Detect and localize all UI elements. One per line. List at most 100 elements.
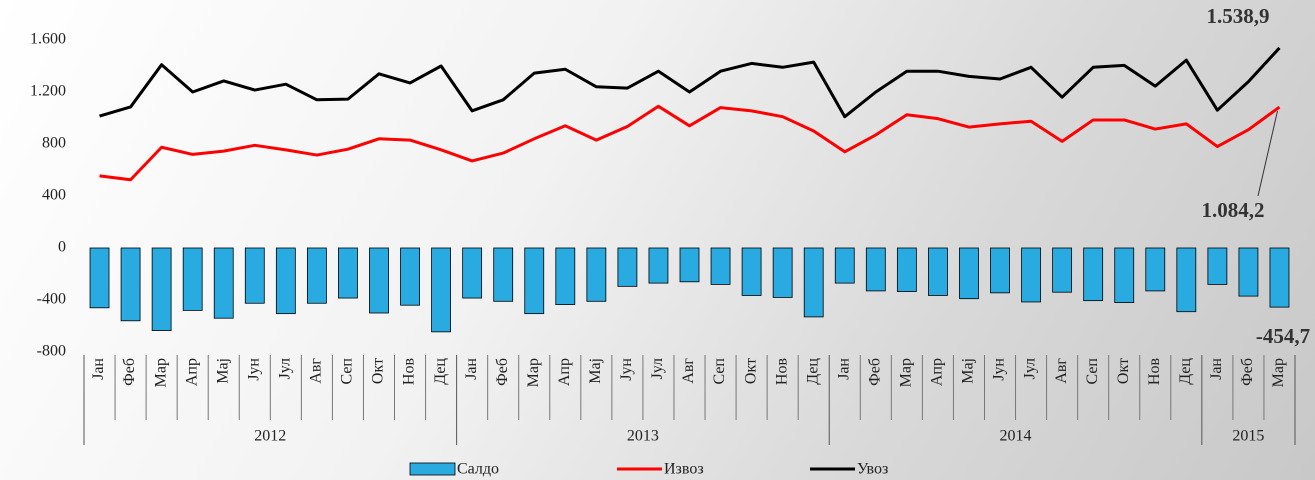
bar	[152, 248, 171, 331]
bar	[587, 248, 606, 301]
bar	[959, 248, 978, 299]
x-tick-label: Мар	[525, 358, 542, 387]
x-tick-label-holder: Сеп	[1084, 358, 1101, 385]
x-tick-label: Нов	[1146, 358, 1163, 386]
x-tick-label: Феб	[1239, 358, 1256, 386]
bar	[742, 248, 761, 295]
x-tick-label-holder: Јун	[991, 358, 1008, 381]
x-tick-label-holder: Сеп	[339, 358, 356, 385]
bar	[991, 248, 1010, 293]
x-tick-label-holder: Мар	[525, 358, 542, 387]
x-tick-label: Авг	[308, 358, 325, 384]
bar	[183, 248, 202, 310]
y-tick-label: -800	[37, 343, 66, 360]
x-tick-label: Феб	[866, 358, 883, 386]
x-tick-label: Апр	[183, 358, 200, 386]
x-tick-label: Дец	[804, 358, 821, 385]
bar	[897, 248, 916, 292]
bar	[401, 248, 420, 305]
bar	[1146, 248, 1165, 291]
x-tick-label-holder: Феб	[866, 358, 883, 386]
x-tick-label-holder: Јул	[649, 358, 666, 380]
bar	[556, 248, 575, 305]
x-tick-label: Дец	[1177, 358, 1194, 385]
bar	[307, 248, 326, 303]
x-tick-label: Јан	[90, 358, 107, 380]
x-tick-label-holder: Јан	[90, 358, 107, 380]
bar	[649, 248, 668, 283]
bar	[121, 248, 140, 321]
bar	[1115, 248, 1134, 303]
x-tick-label-holder: Мар	[898, 358, 915, 387]
y-tick-label: 800	[42, 135, 66, 152]
bar	[276, 248, 295, 314]
x-tick-label-holder: Мај	[214, 358, 231, 384]
x-tick-label-holder: Апр	[183, 358, 200, 386]
x-tick-label: Јул	[1022, 358, 1039, 380]
legend-label: Салдо	[457, 461, 499, 478]
y-tick-label: 0	[58, 239, 66, 256]
x-tick-label: Нов	[773, 358, 790, 386]
bar	[369, 248, 388, 313]
bar	[804, 248, 823, 317]
group-label: 2015	[1232, 428, 1264, 445]
y-tick-label: -400	[37, 291, 66, 308]
x-tick-label-holder: Јул	[277, 358, 294, 380]
line	[100, 48, 1280, 117]
x-tick-label: Јан	[463, 358, 480, 380]
x-tick-label-holder: Мај	[587, 358, 604, 384]
bar	[338, 248, 357, 298]
x-tick-label: Јун	[991, 358, 1008, 381]
x-tick-label-holder: Мар	[152, 358, 169, 387]
x-tick-label: Мај	[587, 358, 604, 384]
x-tick-label: Јан	[1208, 358, 1225, 380]
x-tick-label-holder: Феб	[121, 358, 138, 386]
bar	[618, 248, 637, 286]
x-tick-label-holder: Јун	[618, 358, 635, 381]
bar	[463, 248, 482, 298]
value-label: 1.084,2	[1202, 198, 1265, 222]
x-tick-label: Јул	[649, 358, 666, 380]
bar	[1053, 248, 1072, 292]
x-tick-label: Мај	[214, 358, 231, 384]
bar	[214, 248, 233, 318]
legend-label: Увоз	[857, 461, 888, 478]
x-tick-label: Авг	[1053, 358, 1070, 384]
bar	[1239, 248, 1258, 296]
x-tick-label: Јун	[245, 358, 262, 381]
x-tick-label-holder: Мај	[960, 358, 977, 384]
x-tick-label: Сеп	[1084, 358, 1101, 385]
x-tick-label: Окт	[370, 358, 387, 384]
x-tick-label-holder: Јан	[463, 358, 480, 380]
bar	[711, 248, 730, 284]
x-tick-label-holder: Јул	[1022, 358, 1039, 380]
x-tick-label: Окт	[1115, 358, 1132, 384]
x-tick-label-holder: Окт	[742, 358, 759, 384]
y-tick-label: 400	[42, 187, 66, 204]
group-label: 2013	[627, 428, 659, 445]
bar	[928, 248, 947, 295]
x-tick-label-holder: Феб	[1239, 358, 1256, 386]
legend-label: Извоз	[664, 461, 704, 478]
x-tick-label-holder: Апр	[929, 358, 946, 386]
x-tick-label-holder: Дец	[1177, 358, 1194, 385]
x-tick-label: Нов	[401, 358, 418, 386]
bar	[773, 248, 792, 297]
x-tick-label-holder: Мар	[1270, 358, 1287, 387]
bar	[1084, 248, 1103, 301]
x-tick-label-holder: Нов	[1146, 358, 1163, 386]
x-tick-label: Феб	[494, 358, 511, 386]
x-tick-label: Апр	[929, 358, 946, 386]
x-tick-label-holder: Окт	[370, 358, 387, 384]
x-tick-label: Апр	[556, 358, 573, 386]
bar	[1208, 248, 1227, 284]
y-tick-label: 1.200	[30, 83, 66, 100]
group-label: 2014	[1000, 428, 1032, 445]
x-tick-label-holder: Јан	[835, 358, 852, 380]
x-tick-label: Јун	[618, 358, 635, 381]
x-tick-label: Мар	[152, 358, 169, 387]
x-tick-label-holder: Авг	[308, 358, 325, 384]
x-tick-label: Јул	[277, 358, 294, 380]
bar	[680, 248, 699, 282]
bar	[90, 248, 109, 308]
